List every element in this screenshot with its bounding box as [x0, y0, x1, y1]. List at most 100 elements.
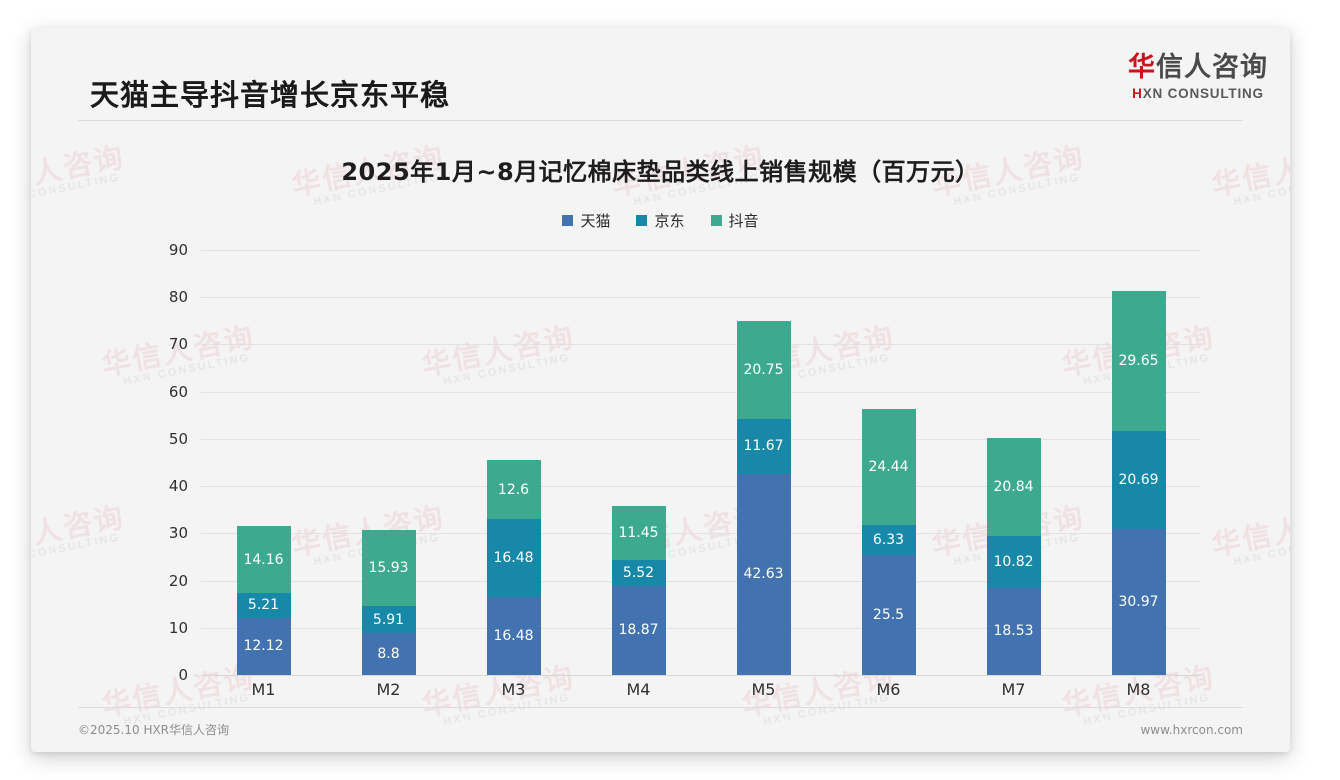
- bar-value-label: 5.52: [622, 564, 655, 581]
- y-axis-tick-label: 30: [168, 524, 188, 543]
- legend-label: 抖音: [728, 212, 759, 230]
- bar-group-m5[interactable]: 20.75 11.67 42.63: [736, 250, 791, 675]
- bar-segment-天猫[interactable]: 42.63: [736, 473, 791, 675]
- x-axis-tick-m1: M1: [251, 680, 276, 699]
- bar-segment-抖音[interactable]: 24.44: [861, 409, 916, 525]
- legend-item-2[interactable]: 抖音: [710, 210, 759, 231]
- bar-value-label: 29.65: [1118, 353, 1159, 370]
- footer-divider: [78, 707, 1243, 708]
- bar-value-label: 25.5: [872, 606, 905, 623]
- bar-value-label: 20.75: [743, 361, 784, 378]
- y-axis-tick-label: 40: [168, 477, 188, 496]
- bar-value-label: 14.16: [243, 551, 284, 568]
- legend-item-1[interactable]: 京东: [636, 210, 685, 231]
- watermark-chinese: 华信人咨询: [1208, 499, 1290, 563]
- footer-website: www.hxrcon.com: [1140, 722, 1243, 737]
- legend-swatch-icon: [562, 215, 574, 226]
- bar-value-label: 18.53: [993, 623, 1034, 640]
- bar-value-label: 8.8: [377, 646, 400, 663]
- bar-series-container: 14.16 5.21 12.12 15.93 5.91 8.8 12.6 16.48 16.48…: [201, 250, 1201, 675]
- gridline: [201, 533, 1201, 535]
- footer-copyright: ©2025.10 HXR华信人咨询: [78, 723, 230, 737]
- bar-value-label: 16.48: [493, 550, 534, 567]
- bar-segment-天猫[interactable]: 8.8: [361, 633, 416, 675]
- bar-value-label: 24.44: [868, 459, 909, 475]
- bar-segment-京东[interactable]: 5.21: [236, 593, 291, 618]
- bar-segment-京东[interactable]: 11.67: [736, 418, 791, 474]
- y-axis-tick-label: 20: [168, 571, 188, 590]
- watermark-chinese: 华信人咨询: [31, 499, 128, 563]
- bar-group-m3[interactable]: 12.6 16.48 16.48: [486, 250, 541, 675]
- bar-segment-抖音[interactable]: 29.65: [1111, 291, 1166, 432]
- bar-segment-京东[interactable]: 6.33: [861, 524, 916, 555]
- legend-label: 京东: [654, 212, 685, 230]
- x-axis-tick-m4: M4: [626, 680, 651, 699]
- bar-value-label: 30.97: [1118, 593, 1159, 610]
- bar-segment-京东[interactable]: 10.82: [986, 536, 1041, 588]
- bar-value-label: 15.93: [368, 559, 409, 576]
- watermark-english: HXN CONSULTING: [31, 531, 122, 568]
- bar-segment-京东[interactable]: 5.52: [611, 559, 666, 586]
- x-axis-line: [201, 675, 1201, 676]
- legend-item-0[interactable]: 天猫: [562, 210, 610, 231]
- x-axis-tick-m2: M2: [376, 680, 401, 699]
- x-axis-tick-m6: M6: [876, 680, 901, 699]
- chart-title: 2025年1月~8月记忆棉床垫品类线上销售规模（百万元）: [341, 158, 980, 186]
- y-axis-tick-label: 50: [168, 429, 188, 448]
- bar-segment-天猫[interactable]: 18.87: [611, 585, 666, 675]
- bar-segment-天猫[interactable]: 18.53: [986, 587, 1041, 675]
- page-title: 天猫主导抖音增长京东平稳: [90, 78, 451, 112]
- bar-segment-天猫[interactable]: 25.5: [861, 554, 916, 675]
- bar-value-label: 18.87: [618, 622, 659, 639]
- y-axis-tick-label: 90: [168, 241, 188, 259]
- y-axis-tick-label: 10: [168, 618, 188, 637]
- brand-logo: 华信人咨询 HXN CONSULTING: [1128, 53, 1268, 101]
- x-axis-labels: M1 M2 M3 M4 M5 M6 M7 M8: [201, 680, 1201, 699]
- x-axis-tick-m7: M7: [1001, 680, 1026, 699]
- bar-value-label: 20.69: [1118, 471, 1159, 488]
- legend-swatch-icon: [636, 215, 648, 226]
- bar-segment-天猫[interactable]: 16.48: [486, 597, 541, 675]
- bar-segment-抖音[interactable]: 12.6: [486, 459, 541, 520]
- gridline: [201, 580, 1201, 582]
- bar-group-m8[interactable]: 29.65 20.69 30.97: [1111, 250, 1166, 675]
- bar-segment-天猫[interactable]: 30.97: [1111, 528, 1166, 675]
- bar-group-m4[interactable]: 11.45 5.52 18.87: [611, 250, 666, 675]
- x-axis-tick-m3: M3: [501, 680, 526, 699]
- logo-chinese-red: 华: [1128, 52, 1156, 83]
- bar-segment-抖音[interactable]: 20.84: [986, 438, 1041, 537]
- bar-group-m6[interactable]: 24.44 6.33 25.5: [861, 250, 916, 675]
- bar-segment-京东[interactable]: 16.48: [486, 519, 541, 598]
- gridline: [201, 486, 1201, 488]
- bar-segment-抖音[interactable]: 11.45: [611, 505, 666, 560]
- bar-value-label: 42.63: [743, 566, 784, 583]
- chart-plot-area: 0 10 20 30 40 50 60 70 80 90 14.16 5.21 12.12 15.93 5…: [169, 241, 1201, 684]
- bar-segment-抖音[interactable]: 15.93: [361, 530, 416, 606]
- bar-segment-抖音[interactable]: 20.75: [736, 320, 791, 419]
- x-axis-tick-m8: M8: [1126, 680, 1151, 699]
- y-axis-tick-label: 60: [168, 382, 188, 401]
- bar-value-label: 16.48: [493, 628, 534, 645]
- bar-segment-京东[interactable]: 5.91: [361, 605, 416, 634]
- bar-value-label: 5.91: [372, 611, 405, 628]
- bar-value-label: 10.82: [993, 553, 1034, 570]
- bar-group-m2[interactable]: 15.93 5.91 8.8: [361, 250, 416, 675]
- bar-segment-抖音[interactable]: 14.16: [236, 526, 291, 594]
- bar-group-m1[interactable]: 14.16 5.21 12.12: [236, 250, 291, 675]
- bar-value-label: 11.45: [618, 524, 659, 541]
- bar-segment-京东[interactable]: 20.69: [1111, 431, 1166, 529]
- bar-value-label: 12.6: [497, 481, 530, 498]
- y-axis-tick-label: 70: [168, 335, 188, 354]
- y-axis-tick-label: 0: [178, 666, 188, 684]
- bar-group-m7[interactable]: 20.84 10.82 18.53: [986, 250, 1041, 675]
- legend-swatch-icon: [710, 215, 722, 226]
- bar-value-label: 6.33: [872, 531, 905, 548]
- y-axis-tick-label: 80: [168, 288, 188, 307]
- chart-legend: 天猫 京东 抖音: [31, 210, 1290, 231]
- logo-chinese: 华信人咨询: [1128, 53, 1268, 83]
- logo-chinese-rest: 信人咨询: [1156, 52, 1268, 83]
- gridline: [201, 438, 1201, 440]
- bar-segment-天猫[interactable]: 12.12: [236, 617, 291, 675]
